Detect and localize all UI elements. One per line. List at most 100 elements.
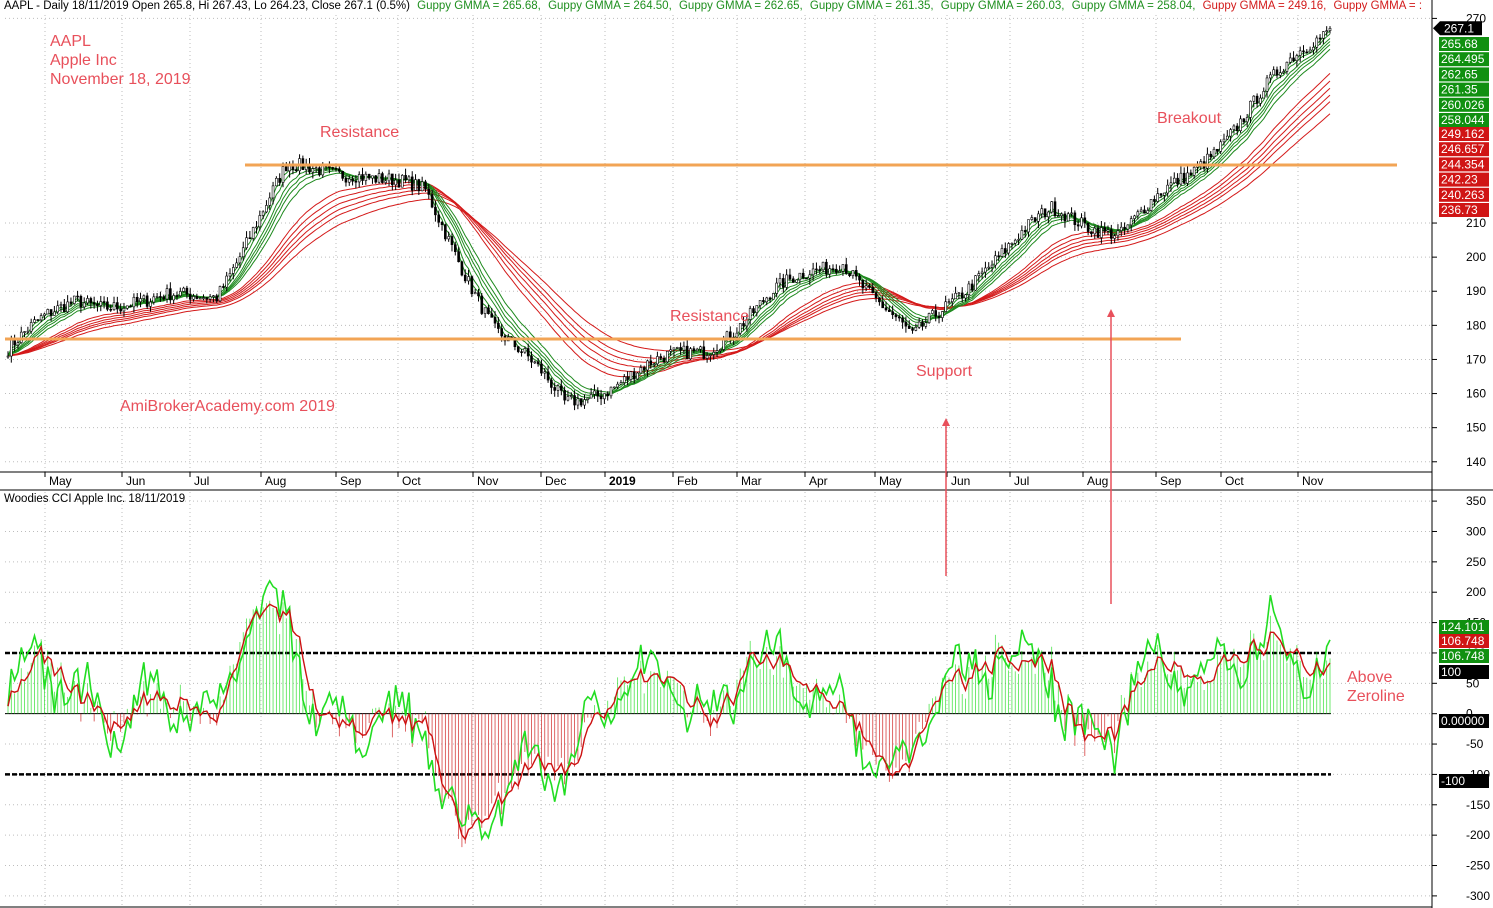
price-bar-body (533, 361, 537, 364)
price-bar-body (347, 178, 351, 183)
gmma-short-value-tag: 265.68 (1439, 37, 1489, 51)
gmma-long-value-tag: 242.23 (1439, 172, 1489, 187)
price-bar-body (649, 360, 653, 366)
gmma-long-value-tag-text: 240.263 (1441, 188, 1485, 202)
price-bar-body (652, 363, 656, 366)
x-tick-label: Sep (340, 474, 362, 488)
price-bar-body (381, 173, 384, 183)
price-bar-body (1219, 141, 1222, 152)
price-bar-body (434, 206, 437, 216)
price-bar-body (1013, 239, 1017, 244)
price-bar-body (974, 275, 977, 291)
price-bar-body (1136, 211, 1140, 217)
price-bar-body (109, 308, 113, 311)
price-bar-body (278, 177, 281, 183)
gmma-label: Guppy GMMA = 265.68, (417, 0, 541, 12)
price-bar-body (1285, 61, 1289, 72)
gmma-label: Guppy GMMA = 262.65, (678, 0, 803, 12)
cci-line (7, 603, 1331, 841)
price-bar-body (888, 309, 891, 312)
x-tick-label: Nov (1302, 474, 1323, 488)
price-bar-body (112, 302, 116, 310)
cci-value-tag: 106.748 (1439, 649, 1489, 663)
price-bar-body (384, 180, 388, 183)
price-bar-body (894, 314, 898, 318)
price-bar-body (1252, 95, 1256, 102)
price-bar-body (1080, 217, 1083, 227)
watermark: AmiBrokerAcademy.com 2019 (120, 398, 335, 415)
price-bar-body (1129, 218, 1133, 226)
price-bar-body (579, 398, 583, 406)
price-bar-body (818, 269, 822, 271)
x-tick-label: Apr (809, 474, 828, 488)
price-bar-body (241, 247, 245, 258)
price-bar-body (271, 185, 275, 199)
price-bar-body (957, 292, 961, 295)
price-bar-body (719, 349, 722, 351)
price-bar-body (675, 347, 679, 349)
price-bar-body (387, 173, 391, 182)
price-bar-body (563, 390, 566, 401)
price-bar-body (1023, 230, 1027, 233)
price-bar-body (788, 274, 792, 280)
price-bar-body (1153, 199, 1156, 202)
price-bar-body (36, 319, 40, 321)
price-bar-body (367, 173, 371, 179)
price-bar-body (772, 293, 775, 300)
cci-y-tick-label: 0 (1466, 707, 1473, 721)
price-bar-body (878, 297, 881, 303)
price-bar-body (202, 297, 205, 299)
gmma-short-ema-line (7, 30, 1331, 403)
gmma-short-value-tag-text: 262.65 (1441, 67, 1478, 81)
gmma-long-ema-line (7, 87, 1331, 368)
price-bar-body (1288, 57, 1292, 63)
price-bar-body (672, 347, 676, 351)
price-bar-body (294, 169, 298, 172)
price-bar-body (871, 287, 875, 294)
above-zeroline-line2: Zeroline (1347, 688, 1405, 705)
price-bar-body (868, 285, 871, 288)
price-bar-body (76, 295, 79, 298)
price-bar-body (122, 308, 126, 312)
price-bar-body (268, 197, 272, 206)
price-bar-body (934, 310, 938, 317)
price-bar-body (950, 298, 954, 302)
x-tick-label: Oct (1225, 474, 1244, 488)
price-bar-body (768, 297, 772, 300)
price-bar-body (954, 292, 957, 300)
price-bar-body (1169, 182, 1173, 186)
price-bar-body (566, 396, 570, 401)
price-bar-body (72, 295, 76, 304)
price-bar-body (1047, 211, 1050, 218)
price-bar-body (1053, 201, 1057, 217)
price-bar-body (745, 319, 749, 327)
price-bar-body (394, 179, 397, 186)
price-bar-body (397, 179, 401, 188)
price-bar-body (338, 168, 341, 172)
price-bar-body (1060, 213, 1063, 217)
price-bar-body (1139, 209, 1143, 213)
price-bar-body (622, 376, 626, 383)
price-bar-body (613, 386, 616, 389)
price-bar-body (410, 176, 414, 191)
title-company: Apple Inc (50, 52, 117, 69)
price-y-tick-label: 160 (1466, 387, 1486, 401)
x-tick-label: Mar (741, 474, 762, 488)
price-bar-body (513, 337, 517, 348)
cci-value-tag-text: 106.748 (1441, 634, 1485, 648)
price-bar-body (679, 347, 682, 351)
price-bar-body (619, 382, 623, 385)
price-bar-body (228, 273, 232, 277)
price-bar-body (1232, 125, 1236, 130)
price-bar-body (351, 178, 354, 182)
price-bar-body (258, 215, 262, 228)
price-bar-body (473, 292, 477, 295)
price-bar-body (19, 331, 23, 343)
gmma-short-value-tag-bg (1439, 52, 1489, 67)
gmma-long-value-tag: 240.263 (1439, 187, 1489, 202)
price-bar-body (1206, 153, 1209, 169)
price-bar-body (550, 379, 553, 388)
price-bar-body (225, 275, 228, 288)
price-bar-body (702, 346, 706, 359)
